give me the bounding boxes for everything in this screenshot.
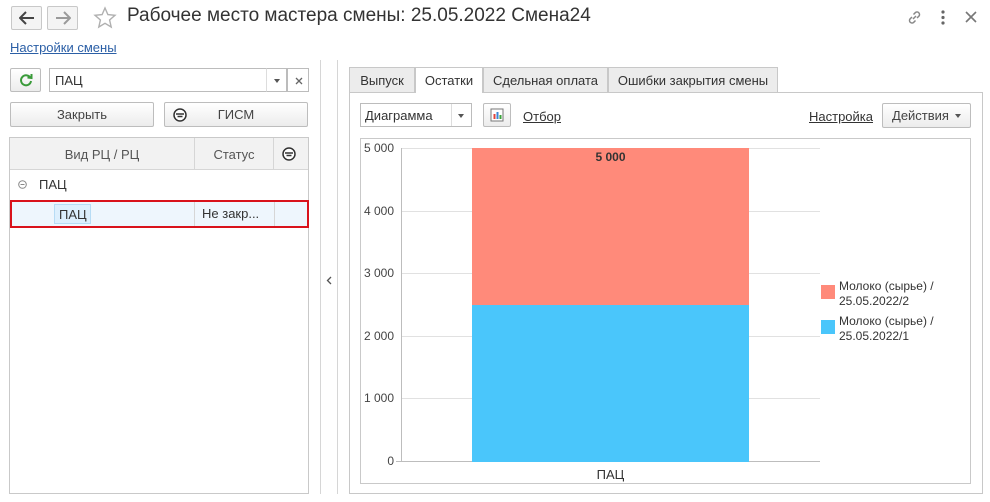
y-tick-label: 0 xyxy=(387,454,394,468)
forward-button[interactable] xyxy=(47,6,78,30)
gism-column-icon xyxy=(282,147,296,161)
group-label: ПАЦ xyxy=(39,177,67,192)
view-select[interactable]: Диаграмма xyxy=(360,103,472,127)
refresh-button[interactable] xyxy=(10,68,41,92)
close-shift-button[interactable]: Закрыть xyxy=(10,102,154,127)
shift-settings-link[interactable]: Настройки смены xyxy=(10,40,117,55)
rc-table: Вид РЦ / РЦ Статус ПАЦ xyxy=(9,137,309,494)
y-tick-label: 3 000 xyxy=(363,266,394,280)
chevron-down-icon xyxy=(274,79,280,83)
more-vertical-icon[interactable] xyxy=(939,9,947,26)
stacked-bar-chart: 0 1 000 2 000 3 000 4 000 5 000 5 000 ПАЦ Молоко… xyxy=(361,139,970,483)
legend-label: Молоко (сырье) / xyxy=(839,279,934,293)
chevron-down-icon xyxy=(954,113,961,118)
tab-output[interactable]: Выпуск xyxy=(349,67,415,92)
y-tick-label: 1 000 xyxy=(363,391,394,405)
y-tick-label: 2 000 xyxy=(363,329,394,343)
chart-frame: 0 1 000 2 000 3 000 4 000 5 000 5 000 ПАЦ Молоко… xyxy=(360,138,971,484)
link-icon[interactable] xyxy=(906,9,923,26)
settings-link[interactable]: Настройка xyxy=(809,109,873,124)
column-header-status[interactable]: Статус xyxy=(195,138,274,170)
table-group-row[interactable]: ПАЦ xyxy=(10,171,308,199)
chevron-down-icon xyxy=(458,114,464,118)
chart-icon xyxy=(490,108,504,122)
refresh-icon xyxy=(19,74,32,87)
gism-button[interactable]: ГИСМ xyxy=(164,102,308,127)
tab-balances[interactable]: Остатки xyxy=(415,67,483,93)
bar-segment xyxy=(472,148,749,305)
splitter-line xyxy=(320,60,321,494)
bar-total-label: 5 000 xyxy=(595,150,626,164)
column-header-rc[interactable]: Вид РЦ / РЦ xyxy=(10,138,195,170)
clear-icon xyxy=(295,77,303,85)
legend-swatch xyxy=(821,285,835,299)
gism-icon xyxy=(173,108,187,122)
chart-settings-button[interactable] xyxy=(483,103,511,127)
forward-arrow-icon xyxy=(55,11,71,25)
search-clear-button[interactable] xyxy=(287,68,309,92)
filter-link[interactable]: Отбор xyxy=(523,109,561,124)
table-row[interactable]: ПАЦ Не закр... xyxy=(10,200,309,228)
search-dropdown-button[interactable] xyxy=(266,68,287,92)
search-input-value: ПАЦ xyxy=(55,73,83,88)
window-title: Рабочее место мастера смены: 25.05.2022 … xyxy=(127,5,591,26)
x-category-label: ПАЦ xyxy=(596,467,625,482)
back-button[interactable] xyxy=(11,6,42,30)
table-header: Вид РЦ / РЦ Статус xyxy=(10,138,308,170)
gism-button-label: ГИСМ xyxy=(217,107,255,122)
tab-piecework[interactable]: Сдельная оплата xyxy=(483,67,608,92)
y-tick-label: 5 000 xyxy=(363,141,394,155)
collapse-panel-icon[interactable] xyxy=(326,276,332,285)
row-status-cell: Не закр... xyxy=(202,206,260,221)
back-arrow-icon xyxy=(18,11,34,25)
row-name-cell: ПАЦ xyxy=(54,204,91,224)
bar-segment xyxy=(472,305,749,462)
legend-label: Молоко (сырье) / xyxy=(839,314,934,328)
y-axis-line xyxy=(401,148,402,461)
close-icon[interactable] xyxy=(965,11,977,23)
view-select-value: Диаграмма xyxy=(365,108,433,123)
legend-label-date: 25.05.2022/2 xyxy=(839,294,910,308)
legend-label-date: 25.05.2022/1 xyxy=(839,329,910,343)
actions-button-label: Действия xyxy=(892,108,949,123)
y-tick-label: 4 000 xyxy=(363,204,394,218)
collapse-icon[interactable] xyxy=(18,180,27,189)
legend-swatch xyxy=(821,320,835,334)
star-icon[interactable] xyxy=(93,6,117,30)
actions-button[interactable]: Действия xyxy=(882,103,971,128)
search-input[interactable]: ПАЦ xyxy=(49,68,287,92)
tab-closing-errors[interactable]: Ошибки закрытия смены xyxy=(608,67,778,92)
splitter-line xyxy=(337,60,338,494)
